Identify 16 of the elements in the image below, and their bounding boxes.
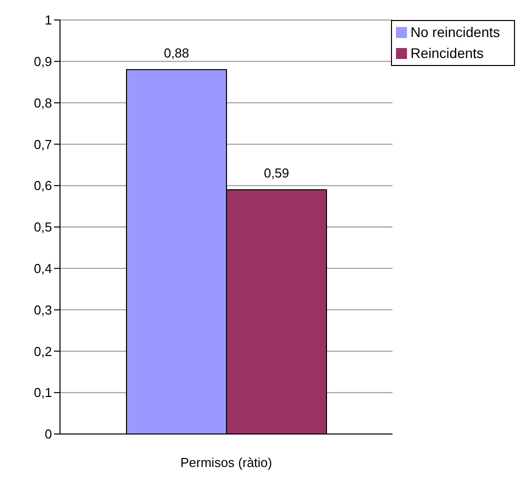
x-tick-label: Permisos (ràtio) [180, 455, 272, 470]
y-tick-label: 0,5 [34, 220, 52, 235]
y-tick-label: 0,9 [34, 54, 52, 70]
y-tick-label: 1 [44, 12, 52, 28]
y-tick-label: 0,2 [34, 344, 52, 359]
y-tick-label: 0,7 [34, 136, 52, 152]
y-tick-label: 0,1 [34, 385, 52, 400]
data-label: 0,59 [264, 166, 290, 181]
y-tick-label: 0,8 [34, 95, 52, 110]
y-tick-label: 0,4 [34, 261, 52, 276]
y-tick-label: 0,6 [34, 178, 52, 194]
legend-label: No reincidents [410, 24, 500, 40]
y-tick-label: 0,3 [34, 302, 52, 318]
data-label: 0,88 [164, 46, 190, 61]
y-tick-label: 0 [44, 426, 52, 442]
legend-label: Reincidents [410, 45, 484, 61]
